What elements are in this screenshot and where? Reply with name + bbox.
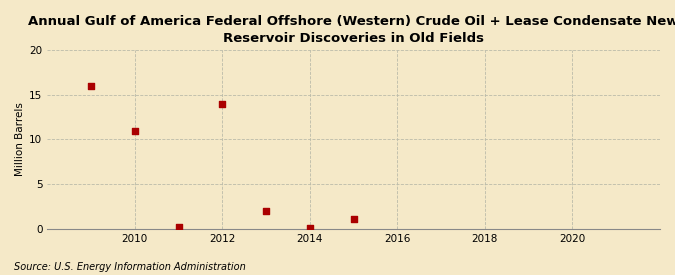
Point [130,128,140,133]
Point [304,226,315,230]
Title: Annual Gulf of America Federal Offshore (Western) Crude Oil + Lease Condensate N: Annual Gulf of America Federal Offshore … [28,15,675,45]
Point [348,217,359,221]
Point [86,84,97,88]
Text: Source: U.S. Energy Information Administration: Source: U.S. Energy Information Administ… [14,262,245,272]
Point [173,225,184,230]
Point [261,209,271,213]
Y-axis label: Million Barrels: Million Barrels [15,103,25,177]
Point [217,102,227,106]
